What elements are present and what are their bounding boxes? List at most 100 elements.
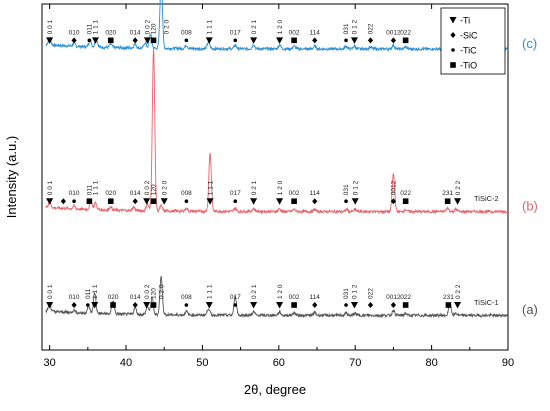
- series-line-TiSiC-3: [45, 0, 509, 52]
- peak-label: 031: [343, 288, 350, 299]
- peak-label: 008: [181, 29, 192, 36]
- ti-marker: [205, 302, 213, 309]
- peak-label: 0 0 2: [144, 180, 151, 195]
- tic-marker: [72, 199, 76, 204]
- peak-label: 002: [289, 294, 300, 301]
- sic-marker: [390, 302, 397, 309]
- tic-marker: [184, 38, 189, 43]
- ti-marker: [276, 198, 284, 205]
- ti-marker: [454, 302, 462, 309]
- peak-label: 1 1 1: [207, 180, 214, 195]
- peak-label: 002: [289, 190, 300, 197]
- peak-label: 0012: [386, 294, 401, 301]
- legend-entry-label: -Ti: [460, 16, 470, 26]
- peak-label: 014: [130, 190, 141, 197]
- peak-label: 1 2 0: [277, 284, 284, 299]
- sic-marker: [132, 302, 138, 309]
- peak-label: 0012: [391, 180, 398, 195]
- ti-marker: [250, 302, 258, 309]
- tic-marker: [184, 199, 189, 204]
- peak-label: 020: [108, 294, 119, 301]
- peak-label: 031: [343, 184, 350, 195]
- peak-label: 014: [130, 29, 141, 36]
- tio-marker: [445, 302, 452, 308]
- tic-marker: [233, 38, 238, 43]
- peak-label: 0 2 1: [251, 284, 258, 299]
- peak-label: 017: [230, 294, 241, 301]
- tic-marker: [451, 48, 455, 52]
- peak-label: 1 2 0: [277, 180, 284, 195]
- peak-label: 011: [87, 184, 94, 195]
- peak-label: 014: [130, 294, 141, 301]
- annotation-layer: 0 0 1 010 011 1 1 1 020 014 0 0 2 120 0 2 0 008 1 …: [46, 19, 462, 309]
- series-name: TiSiC-2: [474, 194, 499, 203]
- sic-marker: [71, 37, 77, 44]
- tio-marker: [86, 198, 93, 205]
- peak-label: 010: [69, 29, 80, 36]
- plot-frame: [41, 3, 509, 351]
- ti-marker: [250, 37, 258, 44]
- tic-marker: [86, 303, 90, 307]
- tio-marker: [402, 37, 409, 44]
- series-name: TiSiC-1: [474, 298, 499, 307]
- x-tick-label: 60: [273, 357, 285, 369]
- series-line-TiSiC-2: [45, 48, 509, 215]
- sic-marker: [71, 302, 77, 309]
- ti-marker: [46, 302, 54, 309]
- x-tick-label: 50: [196, 357, 208, 369]
- axes-layer: 30 40 50 60 70 80 90: [44, 4, 514, 369]
- peak-label: 011: [87, 24, 94, 35]
- y-axis-title: Intensity (a.u.): [4, 136, 19, 218]
- series-tag: (a): [522, 302, 538, 317]
- sic-marker: [60, 198, 66, 205]
- ti-marker: [350, 302, 358, 309]
- peak-label: 1 1 1: [207, 284, 214, 299]
- ti-marker: [350, 37, 358, 44]
- peak-label: 022: [368, 288, 375, 299]
- peak-label: 0 0 1: [47, 180, 54, 195]
- peak-label: 010: [69, 190, 80, 197]
- tio-marker: [110, 302, 116, 308]
- tio-marker: [291, 198, 297, 205]
- ti-marker: [91, 302, 99, 309]
- peak-label: 0 1 2: [352, 19, 359, 34]
- tio-marker: [150, 198, 157, 205]
- tio-marker: [107, 198, 114, 205]
- tic-marker: [87, 38, 92, 43]
- ti-marker: [276, 37, 284, 44]
- ti-marker: [46, 198, 54, 205]
- x-axis-title: 2θ, degree: [244, 382, 306, 397]
- peak-label: 0 1 2: [352, 180, 359, 195]
- tio-marker: [444, 198, 451, 205]
- ti-marker: [143, 37, 151, 44]
- peak-label: 1 2 0: [277, 19, 284, 34]
- peak-label: 017: [230, 190, 241, 197]
- peak-label: 1 1 1: [93, 19, 100, 34]
- peak-label: 120: [151, 184, 158, 195]
- peak-label: 0 0 2: [145, 19, 152, 34]
- sic-marker: [312, 37, 318, 44]
- peak-label: 0 1 2: [352, 284, 359, 299]
- sic-marker: [132, 37, 138, 44]
- sic-marker: [367, 37, 374, 44]
- sic-marker: [390, 198, 397, 205]
- peak-label: 008: [181, 294, 192, 301]
- peak-label: 020: [105, 190, 116, 197]
- peak-label: 031: [343, 23, 350, 34]
- tio-marker: [150, 37, 157, 44]
- peak-label: 022: [368, 23, 375, 34]
- legend: -Ti -SiC -TiC -TiO: [440, 7, 506, 75]
- peak-label: 020: [105, 29, 116, 36]
- peak-label: 0 2 2: [455, 284, 462, 299]
- tio-marker: [402, 302, 409, 308]
- peak-label: 231: [442, 190, 453, 197]
- ti-marker: [91, 37, 99, 44]
- peak-label: 0 2 1: [251, 19, 258, 34]
- tic-marker: [344, 38, 348, 43]
- series-tag: (b): [522, 198, 538, 213]
- peak-label: 231: [443, 294, 454, 301]
- peak-label: 022: [400, 29, 411, 36]
- peak-label: 0 2 0: [164, 19, 171, 34]
- tio-marker: [450, 62, 456, 68]
- legend-entry-label: -TiO: [460, 61, 477, 71]
